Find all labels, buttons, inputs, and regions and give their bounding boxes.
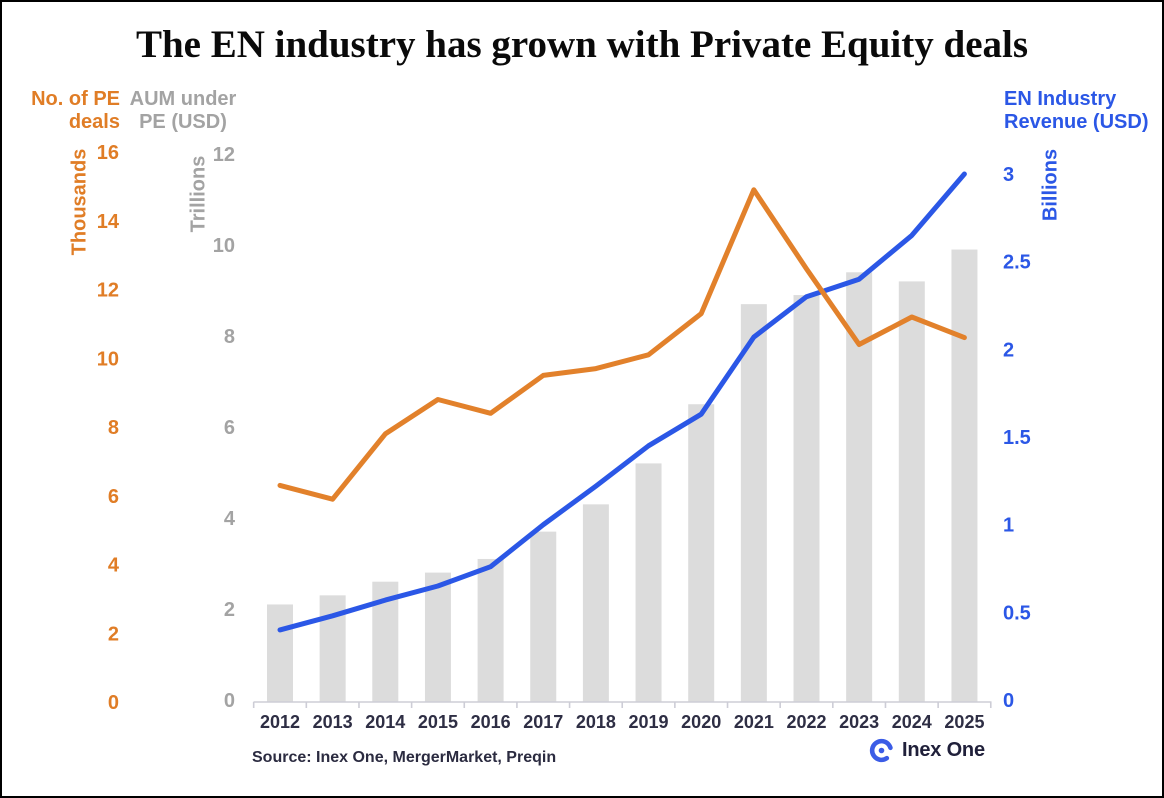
y-tick-label-thousands: 6 — [108, 486, 119, 508]
x-tick-label: 2025 — [944, 712, 984, 732]
y-tick-label-billions: 2.5 — [1003, 252, 1031, 274]
aum-bar — [951, 249, 978, 702]
y-tick-label-thousands: 0 — [108, 692, 119, 714]
x-tick-label: 2015 — [418, 712, 458, 732]
aum-bar — [582, 504, 609, 702]
x-tick-label: 2017 — [523, 712, 563, 732]
x-tick-label: 2021 — [734, 712, 774, 732]
pe-deals-line — [277, 187, 967, 502]
y-tick-label-trillions: 12 — [213, 144, 235, 166]
y-tick-label-billions: 1.5 — [1003, 427, 1031, 449]
aum-bar — [898, 281, 925, 702]
revenue-line — [277, 171, 967, 633]
y-tick-label-thousands: 4 — [108, 555, 120, 577]
x-tick-label: 2012 — [260, 712, 300, 732]
y-tick-label-thousands: 2 — [108, 623, 119, 645]
aum-bar — [530, 531, 557, 702]
y-tick-label-thousands: 12 — [97, 280, 119, 302]
aum-bar — [688, 404, 715, 702]
y-tick-label-trillions: 10 — [213, 235, 235, 257]
aum-bar — [635, 463, 662, 702]
chart-title: The EN industry has grown with Private E… — [135, 23, 1029, 66]
x-tick-label: 2014 — [365, 712, 405, 732]
y-tick-label-trillions: 0 — [224, 690, 235, 712]
y-tick-label-thousands: 16 — [97, 142, 119, 164]
x-tick-label: 2020 — [681, 712, 721, 732]
aum-bar — [793, 295, 820, 702]
y-tick-label-trillions: 8 — [224, 326, 235, 348]
aum-bar — [846, 272, 873, 702]
axis-header-aum: AUM under PE (USD) — [126, 88, 240, 134]
axis-header-pe-deals-line2: deals — [68, 111, 120, 133]
x-tick-label: 2016 — [471, 712, 511, 732]
inex-one-logo: Inex One — [868, 737, 985, 764]
aum-bar — [477, 558, 504, 702]
axis-header-revenue-line1: EN Industry — [1004, 88, 1117, 110]
y-tick-label-trillions: 2 — [224, 599, 235, 621]
axis-header-revenue: EN Industry Revenue (USD) — [1004, 88, 1154, 134]
x-tick-label: 2019 — [629, 712, 669, 732]
x-tick-label: 2022 — [786, 712, 826, 732]
y-tick-label-thousands: 14 — [97, 211, 120, 233]
inex-one-logo-text: Inex One — [902, 739, 985, 761]
aum-bar — [740, 304, 767, 702]
x-tick-label: 2018 — [576, 712, 616, 732]
y-tick-label-billions: 3 — [1003, 164, 1014, 186]
y-tick-label-trillions: 6 — [224, 417, 235, 439]
x-tick-label: 2024 — [892, 712, 932, 732]
axis-header-aum-line2: PE (USD) — [139, 111, 227, 133]
axis-header-pe-deals-line1: No. of PE — [31, 88, 120, 110]
axis-header-pe-deals: No. of PE deals — [20, 88, 120, 134]
aum-bar — [424, 572, 451, 702]
y-tick-label-thousands: 8 — [108, 417, 119, 439]
x-tick-label: 2023 — [839, 712, 879, 732]
inex-one-logo-icon — [869, 738, 894, 763]
axis-header-revenue-line2: Revenue (USD) — [1004, 111, 1149, 133]
y-tick-label-billions: 1 — [1003, 515, 1014, 537]
x-tick-label: 2013 — [313, 712, 353, 732]
aum-bar — [267, 604, 293, 702]
y-tick-label-billions: 0 — [1003, 690, 1014, 712]
y-tick-label-billions: 2 — [1003, 339, 1014, 361]
axis-header-aum-line1: AUM under — [129, 88, 237, 110]
y-tick-label-billions: 0.5 — [1003, 602, 1031, 624]
y-tick-label-trillions: 4 — [224, 508, 236, 530]
y-tick-label-thousands: 10 — [97, 348, 119, 370]
source-note: Source: Inex One, MergerMarket, Preqin — [252, 749, 557, 766]
